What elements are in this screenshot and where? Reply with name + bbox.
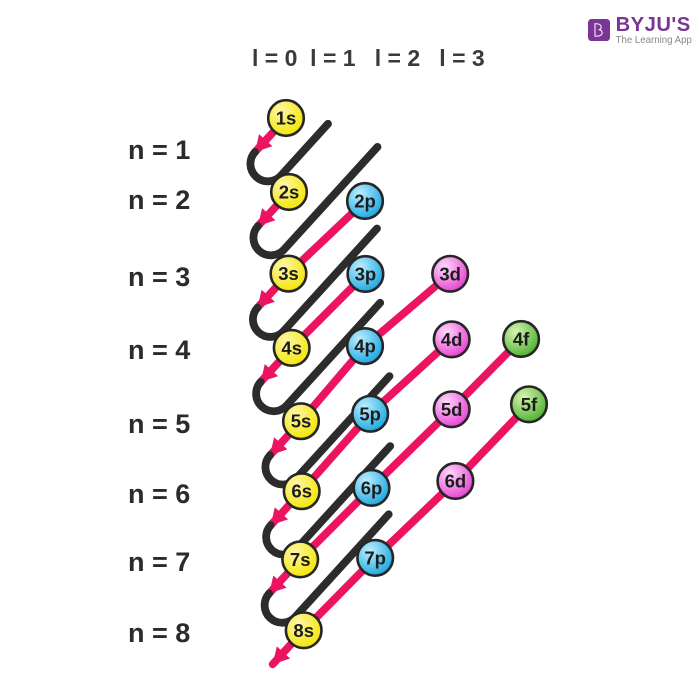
svg-text:6s: 6s (291, 481, 312, 502)
svg-text:5f: 5f (521, 394, 538, 415)
svg-text:4p: 4p (354, 336, 376, 357)
svg-text:5s: 5s (291, 411, 312, 432)
svg-text:4f: 4f (513, 329, 530, 350)
svg-text:3s: 3s (278, 263, 299, 284)
svg-text:7p: 7p (364, 547, 386, 568)
svg-text:4s: 4s (281, 337, 302, 358)
svg-text:6p: 6p (361, 477, 383, 498)
svg-text:3d: 3d (439, 263, 461, 284)
svg-text:1s: 1s (276, 108, 297, 129)
svg-text:5p: 5p (359, 403, 381, 424)
svg-text:4d: 4d (441, 329, 463, 350)
svg-text:2s: 2s (279, 182, 300, 203)
svg-text:6d: 6d (445, 471, 467, 492)
svg-text:7s: 7s (290, 549, 311, 570)
svg-text:5d: 5d (441, 399, 463, 420)
svg-text:8s: 8s (293, 620, 314, 641)
svg-text:2p: 2p (354, 191, 376, 212)
svg-text:3p: 3p (355, 264, 377, 285)
